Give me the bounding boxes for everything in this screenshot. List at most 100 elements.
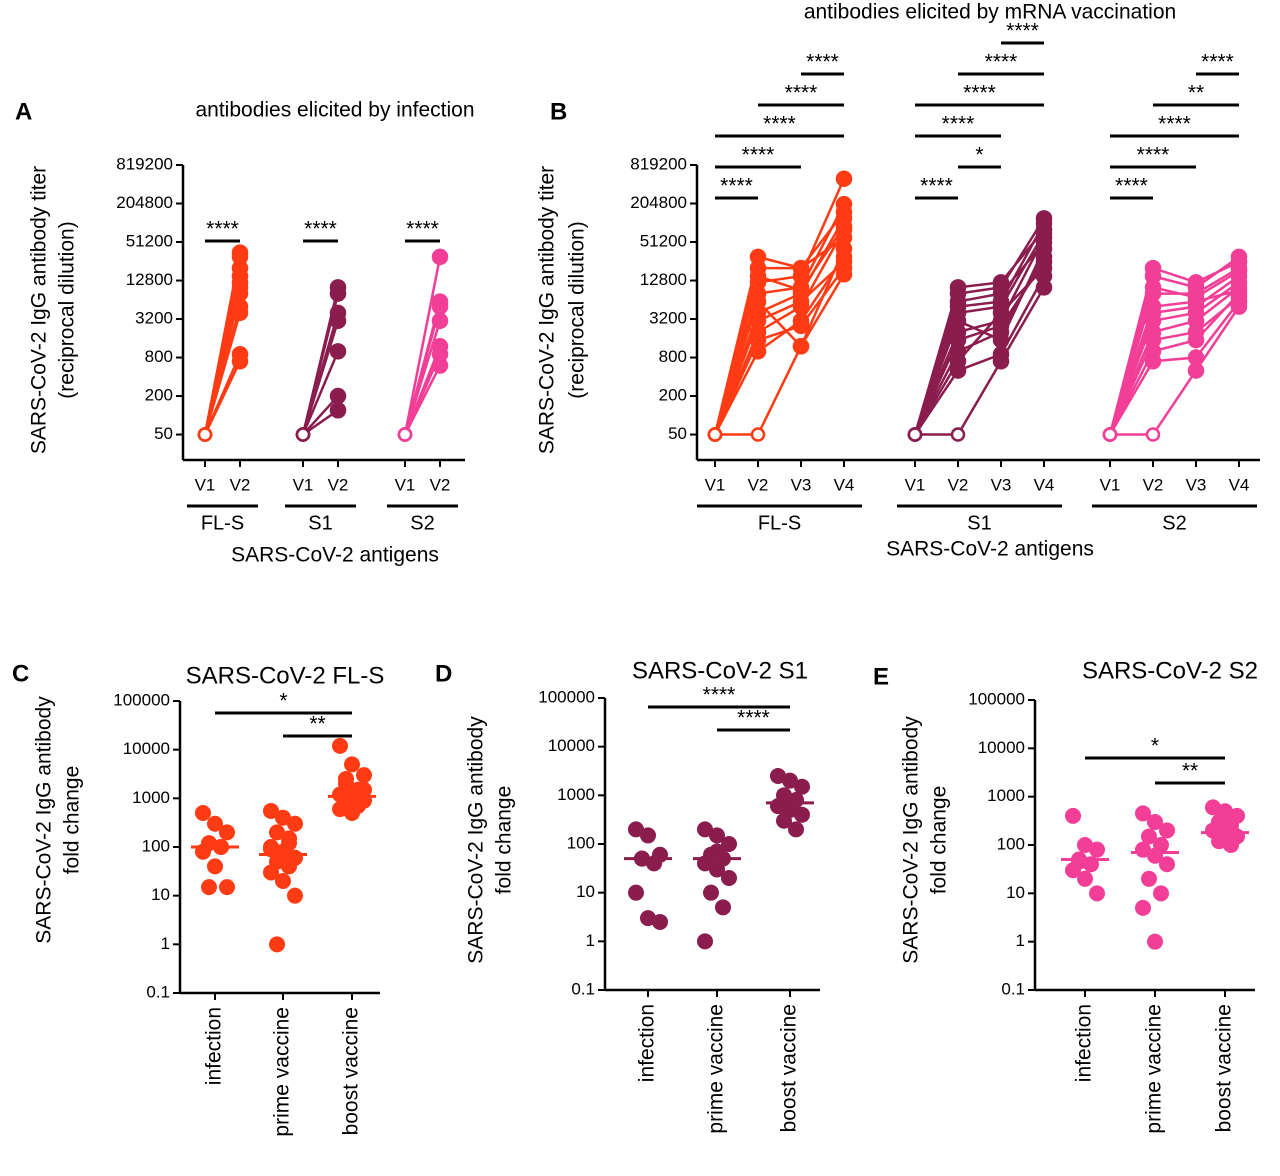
data-point — [652, 913, 668, 930]
significance-label: ** — [309, 713, 325, 736]
data-point — [332, 801, 348, 818]
data-point — [1144, 279, 1162, 296]
data-point — [721, 870, 737, 887]
subject-line — [403, 364, 442, 436]
y-tick-label: 0.1 — [571, 979, 595, 998]
data-point — [949, 304, 967, 322]
data-point — [219, 879, 235, 896]
data-point — [397, 427, 413, 442]
data-point — [1211, 833, 1227, 850]
subject-line — [713, 225, 846, 435]
data-point — [1230, 248, 1248, 266]
group-label: S1 — [308, 512, 332, 534]
data-point — [640, 827, 656, 844]
data-point — [707, 427, 723, 442]
data-point — [1159, 856, 1175, 873]
data-point — [992, 317, 1010, 335]
data-point — [1147, 813, 1163, 830]
data-point — [329, 401, 347, 419]
significance-label: **** — [920, 175, 953, 198]
y-axis-label: SARS-CoV-2 IgG antibody — [465, 716, 488, 964]
y-tick-label: 10000 — [978, 738, 1025, 757]
data-point — [231, 352, 249, 370]
data-point — [949, 331, 967, 349]
data-point — [431, 248, 449, 266]
data-point — [697, 933, 713, 950]
y-tick-label: 800 — [145, 347, 173, 366]
y-axis-label: SARS-CoV-2 IgG antibody — [33, 696, 56, 944]
significance-label: **** — [742, 144, 775, 167]
subject-line — [913, 267, 1045, 436]
data-point — [950, 427, 966, 442]
data-point — [788, 821, 804, 838]
data-point — [792, 338, 810, 355]
y-tick-label: 1 — [161, 934, 170, 953]
data-point — [287, 815, 303, 832]
data-point — [295, 427, 311, 442]
subject-line — [302, 395, 339, 436]
y-tick-label: 100000 — [113, 690, 170, 709]
data-point — [329, 312, 347, 330]
data-point — [1159, 822, 1175, 839]
subject-line — [1108, 286, 1240, 436]
data-point — [628, 821, 644, 838]
data-point — [263, 864, 279, 881]
data-point — [344, 804, 360, 821]
data-point — [697, 821, 713, 838]
y-tick-label: 51200 — [126, 231, 173, 250]
data-point — [835, 218, 853, 235]
data-point — [1089, 841, 1105, 858]
data-point — [1065, 807, 1081, 824]
data-point — [1144, 331, 1162, 349]
data-point — [1144, 312, 1162, 330]
significance-label: **** — [806, 51, 839, 74]
y-axis-label: (reciprocal dilution) — [56, 221, 79, 398]
data-point — [431, 298, 449, 315]
chart-title: antibodies elicited by infection — [195, 99, 474, 122]
data-point — [1145, 427, 1161, 442]
x-tick-label: V2 — [748, 475, 769, 494]
data-point — [749, 331, 767, 349]
x-tick-label: prime vaccine — [705, 1004, 728, 1134]
data-point — [749, 267, 767, 285]
panel-label: D — [435, 660, 452, 687]
x-tick-label: V2 — [948, 475, 969, 494]
significance-label: * — [975, 144, 983, 167]
data-point — [344, 756, 360, 773]
subject-line — [913, 275, 1046, 436]
data-point — [709, 827, 725, 844]
data-point — [794, 778, 810, 795]
data-point — [1102, 427, 1118, 442]
data-point — [1135, 805, 1151, 822]
data-point — [281, 858, 297, 875]
data-point — [721, 836, 737, 852]
data-point — [1089, 885, 1105, 902]
data-point — [1035, 225, 1053, 242]
y-axis-label: (reciprocal dilution) — [566, 221, 589, 398]
y-axis-label: SARS-CoV-2 IgG antibody titer — [28, 166, 51, 454]
chart-title: SARS-CoV-2 S2 — [1082, 657, 1258, 684]
significance-label: **** — [763, 113, 796, 136]
data-point — [792, 317, 810, 335]
data-point — [275, 809, 291, 826]
x-tick-label: V2 — [328, 475, 349, 494]
data-point — [332, 737, 348, 754]
x-tick-label: V2 — [230, 475, 251, 494]
subject-line — [713, 236, 845, 435]
data-point — [1205, 799, 1221, 816]
x-tick-label: prime vaccine — [271, 1007, 294, 1137]
data-point — [1077, 837, 1093, 853]
subject-line — [713, 261, 845, 435]
data-point — [356, 767, 372, 784]
group-label: FL-S — [201, 512, 244, 534]
data-point — [1147, 933, 1163, 950]
y-tick-label: 819200 — [116, 154, 173, 173]
data-point — [207, 858, 223, 875]
data-point — [219, 824, 235, 841]
data-point — [715, 899, 731, 916]
x-tick-label: V1 — [195, 475, 216, 494]
group-label: S2 — [1162, 512, 1186, 534]
x-tick-label: prime vaccine — [1143, 1004, 1166, 1134]
data-point — [749, 248, 767, 266]
data-point — [1035, 253, 1053, 271]
